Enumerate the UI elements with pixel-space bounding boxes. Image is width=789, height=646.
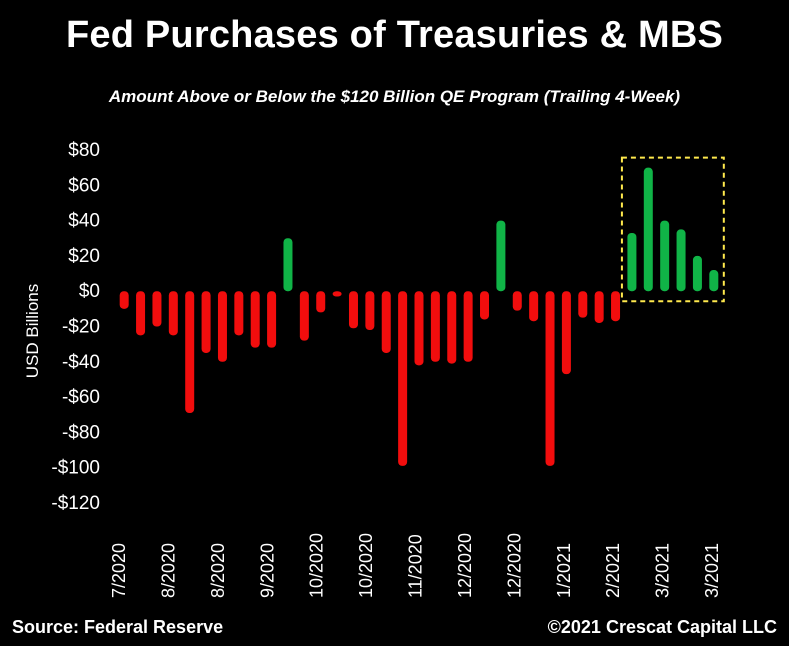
bar xyxy=(545,291,555,466)
bar xyxy=(234,291,244,336)
bar xyxy=(529,291,539,322)
bar xyxy=(201,291,211,353)
y-tick-label: -$100 xyxy=(51,458,100,479)
y-tick-label: -$120 xyxy=(51,493,100,514)
bar xyxy=(119,291,129,309)
bar xyxy=(267,291,277,348)
bar xyxy=(496,220,506,292)
chart-subtitle: Amount Above or Below the $120 Billion Q… xyxy=(108,87,681,106)
y-tick-label: -$80 xyxy=(62,422,100,443)
x-tick-label: 3/2021 xyxy=(653,543,673,598)
bar xyxy=(316,291,326,313)
y-tick-label: -$40 xyxy=(62,352,100,373)
y-axis-title: USD Billions xyxy=(23,284,42,378)
bar xyxy=(217,291,227,362)
x-tick-label: 2/2021 xyxy=(603,543,623,598)
bar xyxy=(152,291,162,327)
bar xyxy=(709,270,719,292)
y-tick-label: -$20 xyxy=(62,317,100,338)
highlight-box xyxy=(620,156,725,303)
y-axis-labels: $80 $60 $40 $20 $0 -$20 -$40 -$60 -$80 -$100 -$120 xyxy=(51,140,100,514)
bar xyxy=(447,291,457,364)
bar xyxy=(561,291,571,375)
x-tick-label: 10/2020 xyxy=(356,533,376,598)
bar xyxy=(480,291,490,320)
x-tick-label: 12/2020 xyxy=(455,533,475,598)
bar xyxy=(430,291,440,362)
bar xyxy=(660,220,670,292)
x-tick-label: 8/2020 xyxy=(208,543,228,598)
y-tick-label: $20 xyxy=(68,246,100,267)
source-note: Source: Federal Reserve xyxy=(12,617,224,637)
bar xyxy=(578,291,588,318)
bar xyxy=(381,291,391,353)
x-axis-labels: 7/2020 8/2020 8/2020 9/2020 10/2020 10/2020 11… xyxy=(109,533,722,598)
bar xyxy=(332,291,342,297)
bar xyxy=(594,291,604,323)
x-tick-label: 11/2020 xyxy=(406,534,426,598)
y-tick-label: $80 xyxy=(68,140,100,161)
bar xyxy=(348,291,358,329)
bar xyxy=(250,291,260,348)
copyright-note: ©2021 Crescat Capital LLC xyxy=(547,617,777,637)
bar xyxy=(627,232,637,292)
x-tick-label: 9/2020 xyxy=(257,543,277,598)
y-tick-label: -$60 xyxy=(62,387,100,408)
bar xyxy=(365,291,375,331)
y-tick-label: $0 xyxy=(79,281,100,302)
x-tick-label: 8/2020 xyxy=(158,543,178,598)
bar xyxy=(676,229,686,292)
bar xyxy=(398,291,408,466)
bar xyxy=(463,291,473,362)
bar xyxy=(512,291,522,311)
bar xyxy=(611,291,621,322)
bar xyxy=(299,291,309,341)
x-tick-label: 7/2020 xyxy=(109,543,129,598)
bar xyxy=(643,167,653,292)
bar xyxy=(283,238,293,292)
x-tick-label: 3/2021 xyxy=(702,543,722,598)
bar xyxy=(168,291,178,336)
bar xyxy=(414,291,424,366)
chart-title: Fed Purchases of Treasuries & MBS xyxy=(65,14,724,56)
bar xyxy=(136,291,146,336)
x-tick-label: 1/2021 xyxy=(554,543,574,598)
bar xyxy=(185,291,195,413)
y-tick-label: $40 xyxy=(68,211,100,232)
x-tick-label: 10/2020 xyxy=(307,533,327,598)
bars xyxy=(119,167,719,466)
y-tick-label: $60 xyxy=(68,175,100,196)
bar xyxy=(692,255,702,292)
x-tick-label: 12/2020 xyxy=(504,533,524,598)
